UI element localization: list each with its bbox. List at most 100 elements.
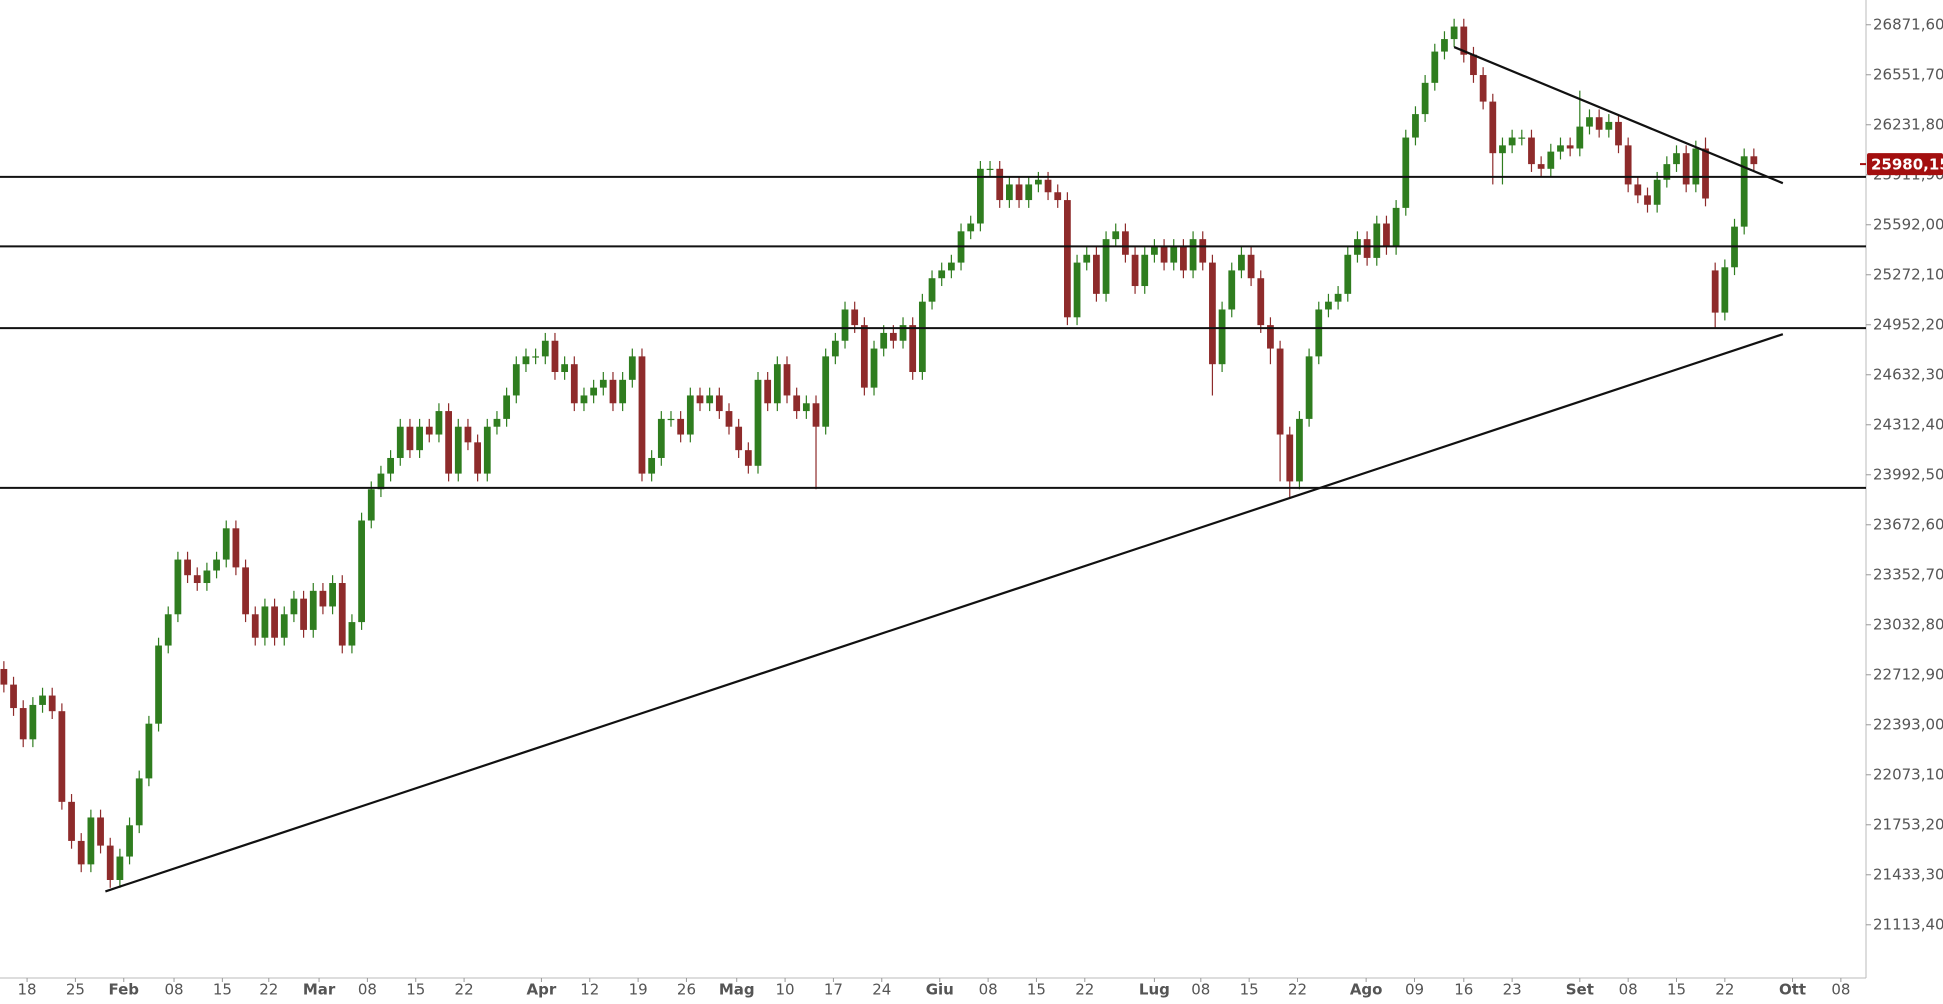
candle-body — [1325, 301, 1332, 310]
candle-body — [686, 395, 694, 435]
candle-body — [348, 622, 356, 646]
candle-body — [1673, 153, 1680, 165]
x-tick-label: 19 — [629, 981, 648, 999]
candle-body — [947, 262, 955, 271]
x-tick-label: 22 — [259, 981, 278, 999]
trend-line — [105, 333, 1784, 893]
candle-body — [155, 645, 162, 724]
candle-body — [1431, 51, 1439, 83]
candle-body — [1276, 348, 1284, 435]
y-tick-label: 21433,30 — [1873, 865, 1943, 883]
candle-body — [1537, 164, 1545, 169]
y-tick-label: 24952,20 — [1873, 315, 1943, 333]
candle-body — [1102, 239, 1110, 294]
candle-body — [889, 332, 897, 341]
x-tick-label: 08 — [1831, 981, 1850, 999]
candle-body — [1566, 145, 1574, 149]
candle-body — [1044, 179, 1052, 193]
candle-body — [1093, 254, 1100, 294]
candle-body — [1170, 246, 1178, 263]
candle-body — [522, 356, 530, 365]
candle-body — [899, 325, 907, 341]
candle-body — [1653, 179, 1661, 205]
x-tick-label: 22 — [1075, 981, 1094, 999]
candle-body — [454, 426, 462, 474]
candle-body — [1257, 278, 1265, 326]
candle-body — [1489, 101, 1497, 154]
candle-body — [271, 606, 278, 638]
x-tick-label: 10 — [776, 981, 795, 999]
candle-body — [1702, 148, 1709, 199]
y-tick-label: 21113,40 — [1873, 915, 1943, 933]
candle-body — [1199, 239, 1207, 263]
candle-body — [300, 598, 307, 630]
x-tick-label: 08 — [1619, 981, 1638, 999]
x-tick-label: 15 — [1027, 981, 1046, 999]
candle-body — [1682, 153, 1690, 185]
candle-body — [1015, 184, 1023, 201]
candle-body — [377, 473, 385, 490]
candle-body — [493, 418, 501, 427]
candle-body — [619, 379, 627, 404]
candle-body — [1064, 200, 1071, 318]
y-tick-label: 21753,20 — [1873, 815, 1943, 833]
y-tick-label: 24312,40 — [1873, 415, 1943, 433]
candle-body — [1083, 254, 1091, 263]
candle-body — [116, 856, 124, 880]
candle-body — [193, 575, 201, 584]
candle-body — [10, 684, 17, 709]
candle-body — [812, 403, 820, 427]
candle-body — [1547, 151, 1555, 169]
candle-body — [1499, 145, 1506, 154]
candle-body — [1634, 184, 1642, 196]
x-tick-label: 17 — [824, 981, 843, 999]
candle-body — [1605, 121, 1613, 130]
candle-body — [68, 801, 75, 841]
candle-body — [1344, 254, 1352, 294]
candle-body — [358, 520, 365, 623]
x-tick-label: 15 — [1667, 981, 1686, 999]
x-tick-label: Lug — [1139, 981, 1170, 999]
candle-body — [164, 614, 172, 646]
candle-body — [203, 570, 211, 584]
candle-body — [706, 395, 714, 404]
candle-body — [1412, 114, 1419, 138]
candle-body — [1267, 325, 1274, 349]
x-tick-label: 08 — [979, 981, 998, 999]
candle-body — [628, 356, 636, 380]
x-tick-label: 15 — [213, 981, 232, 999]
candle-body — [1595, 117, 1603, 130]
candle-body — [1122, 231, 1129, 255]
candle-body — [1218, 309, 1226, 365]
x-tick-label: Giu — [926, 981, 954, 999]
candle-body — [976, 168, 984, 224]
y-tick-label: 23352,70 — [1873, 565, 1943, 583]
candle-body — [174, 559, 182, 615]
candle-body — [338, 583, 346, 646]
candle-body — [1315, 309, 1323, 357]
candle-body — [106, 845, 114, 880]
candle-body — [570, 364, 578, 404]
x-tick-label: 16 — [1454, 981, 1473, 999]
y-tick-label: 23032,80 — [1873, 615, 1943, 633]
x-tick-label: Feb — [108, 981, 139, 999]
candle-body — [1005, 184, 1013, 201]
candle-body — [609, 379, 617, 404]
candle-body — [802, 403, 810, 412]
candle-body — [445, 411, 452, 474]
candle-body — [1373, 223, 1381, 258]
trend-line — [1453, 46, 1784, 185]
candle-body — [938, 270, 946, 279]
candle-body — [1740, 156, 1748, 227]
candle-body — [474, 442, 482, 474]
candle-body — [1151, 246, 1158, 255]
x-tick-label: 09 — [1405, 981, 1424, 999]
y-tick-label: 24632,30 — [1873, 365, 1943, 383]
last-price-box — [1867, 153, 1943, 176]
y-tick-label: 26871,60 — [1873, 15, 1943, 33]
candle-body — [1624, 145, 1632, 185]
candle-body — [126, 825, 133, 857]
x-tick-label: 15 — [406, 981, 425, 999]
candle-body — [1479, 75, 1487, 102]
